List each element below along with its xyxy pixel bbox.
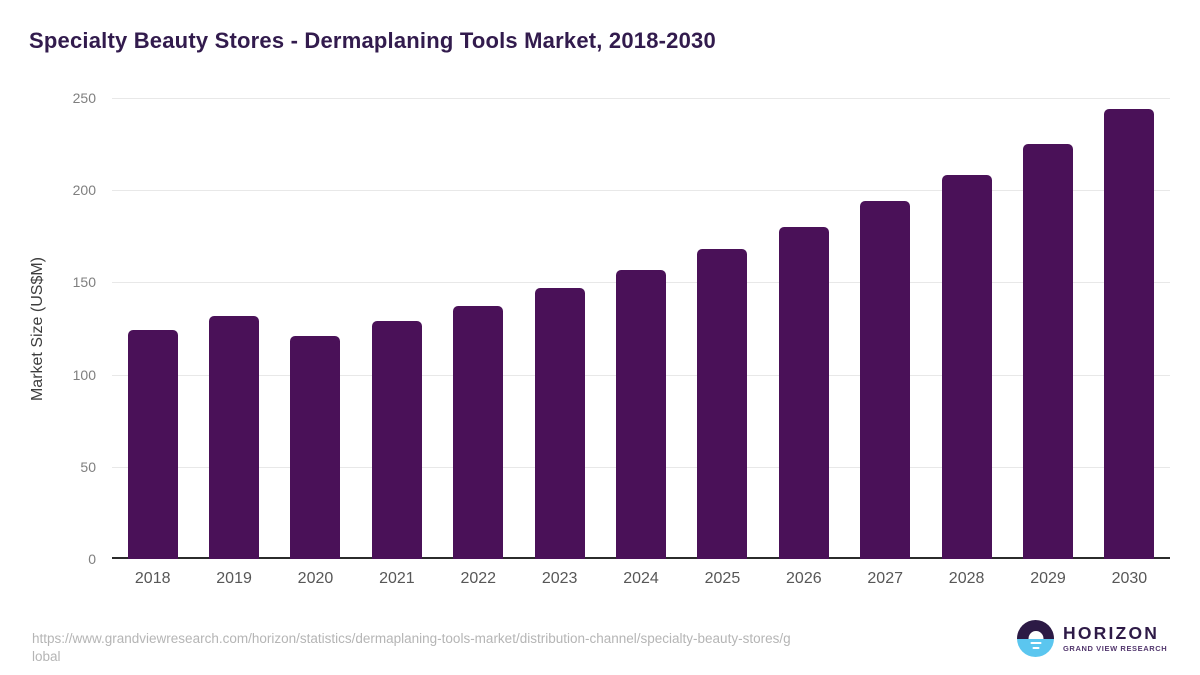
- bar-slot-2018: [112, 98, 193, 559]
- bar-2030: [1104, 109, 1155, 559]
- y-axis-ticks: 0 50 100 150 200 250: [0, 90, 96, 567]
- x-tick-label-2029: 2029: [1030, 570, 1066, 587]
- bar-2025: [697, 249, 748, 559]
- y-tick-label-0: 0: [88, 551, 96, 567]
- bar-slot-2026: [763, 98, 844, 559]
- bar-slot-2020: [275, 98, 356, 559]
- bar-2019: [209, 315, 260, 559]
- bar-2026: [778, 227, 829, 559]
- horizon-logo-icon: [1017, 620, 1054, 657]
- gridline-250: [112, 98, 1170, 99]
- x-tick-label-2020: 2020: [297, 570, 334, 587]
- x-tick-label-2024: 2024: [623, 570, 659, 587]
- bar-2027: [860, 201, 911, 559]
- bar-slot-2028: [926, 98, 1007, 559]
- logo-brand-name: HORIZON: [1063, 623, 1160, 643]
- reflection-line-icon: [1030, 642, 1041, 645]
- x-tick-label-2021: 2021: [379, 570, 415, 587]
- bar-slot-2027: [845, 98, 926, 559]
- gridline-200: [112, 190, 1170, 192]
- bar-2018: [127, 330, 178, 559]
- x-tick-label-2030: 2030: [1111, 570, 1148, 587]
- y-tick-label-50: 50: [80, 458, 96, 475]
- x-tick-label-2025: 2025: [704, 570, 741, 587]
- x-axis-labels: 2018 2019 2020 2021 2022 2023 2024 2025 2026 2027…: [112, 570, 1170, 588]
- x-tick-label-2019: 2019: [216, 570, 252, 587]
- x-tick-label-2028: 2028: [948, 570, 985, 587]
- sun-icon: [1028, 631, 1043, 640]
- bar-slot-2019: [193, 98, 274, 559]
- x-tick-label-2027: 2027: [867, 570, 903, 587]
- source-url-line-1: https://www.grandviewresearch.com/horizo…: [32, 631, 791, 646]
- x-tick-label-2023: 2023: [541, 570, 578, 587]
- x-tick-label-2026: 2026: [786, 570, 822, 587]
- bar-slot-2022: [438, 98, 519, 559]
- y-tick-label-200: 200: [72, 182, 96, 199]
- bars: [112, 98, 1170, 559]
- reflection-line-icon: [1032, 647, 1039, 650]
- y-tick-label-250: 250: [72, 90, 96, 106]
- y-tick-label-150: 150: [72, 274, 96, 291]
- chart-title: Specialty Beauty Stores - Dermaplaning T…: [29, 28, 716, 53]
- bar-slot-2021: [356, 98, 437, 559]
- bar-2028: [941, 175, 992, 559]
- bar-slot-2024: [600, 98, 681, 559]
- y-tick-label-100: 100: [72, 366, 96, 383]
- bar-2024: [616, 269, 667, 559]
- bar-2020: [290, 335, 341, 559]
- x-tick-label-2022: 2022: [460, 570, 497, 587]
- bar-2022: [453, 306, 504, 559]
- source-url-line-2: lobal: [32, 648, 61, 664]
- horizon-logo: HORIZON GRAND VIEW RESEARCH: [1017, 620, 1167, 657]
- bar-slot-2025: [682, 98, 763, 559]
- source-url: https://www.grandviewresearch.com/horizo…: [32, 630, 962, 665]
- bar-2021: [371, 321, 422, 559]
- horizon-logo-text: HORIZON GRAND VIEW RESEARCH: [1063, 624, 1167, 653]
- plot-area: [112, 98, 1170, 559]
- bar-slot-2029: [1007, 98, 1088, 559]
- bar-2023: [534, 287, 585, 559]
- bar-slot-2023: [519, 98, 600, 559]
- bar-2029: [1022, 144, 1073, 559]
- logo-tagline: GRAND VIEW RESEARCH: [1063, 644, 1168, 653]
- x-tick-label-2018: 2018: [134, 570, 171, 587]
- bar-slot-2030: [1089, 98, 1170, 559]
